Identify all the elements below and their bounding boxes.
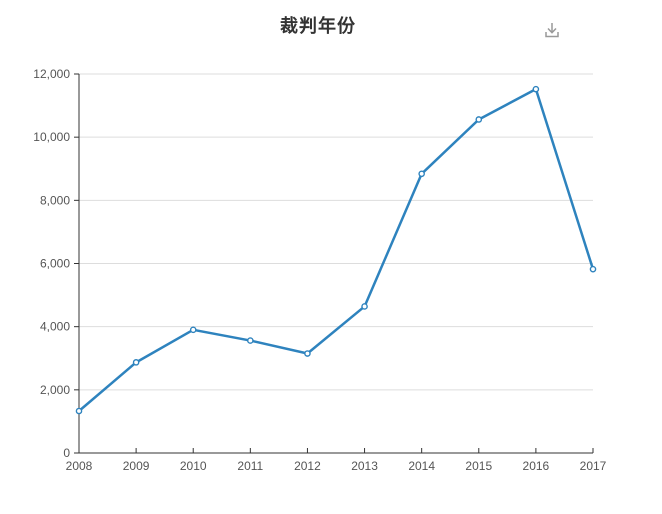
svg-text:12,000: 12,000 (33, 67, 70, 81)
svg-text:0: 0 (63, 446, 70, 460)
svg-text:8,000: 8,000 (40, 193, 70, 207)
svg-text:10,000: 10,000 (33, 130, 70, 144)
svg-text:6,000: 6,000 (40, 257, 70, 271)
svg-text:2017: 2017 (580, 459, 607, 473)
svg-text:4,000: 4,000 (40, 320, 70, 334)
svg-text:2014: 2014 (408, 459, 435, 473)
download-button[interactable] (540, 19, 564, 43)
chart-title: 裁判年份 (280, 16, 356, 36)
svg-text:2010: 2010 (180, 459, 207, 473)
download-icon (545, 23, 559, 38)
svg-text:2009: 2009 (123, 459, 150, 473)
svg-text:2012: 2012 (294, 459, 321, 473)
svg-text:2008: 2008 (66, 459, 93, 473)
svg-text:2,000: 2,000 (40, 383, 70, 397)
svg-text:2013: 2013 (351, 459, 378, 473)
svg-text:2016: 2016 (523, 459, 550, 473)
svg-text:2011: 2011 (237, 459, 263, 473)
svg-text:2015: 2015 (465, 459, 492, 473)
